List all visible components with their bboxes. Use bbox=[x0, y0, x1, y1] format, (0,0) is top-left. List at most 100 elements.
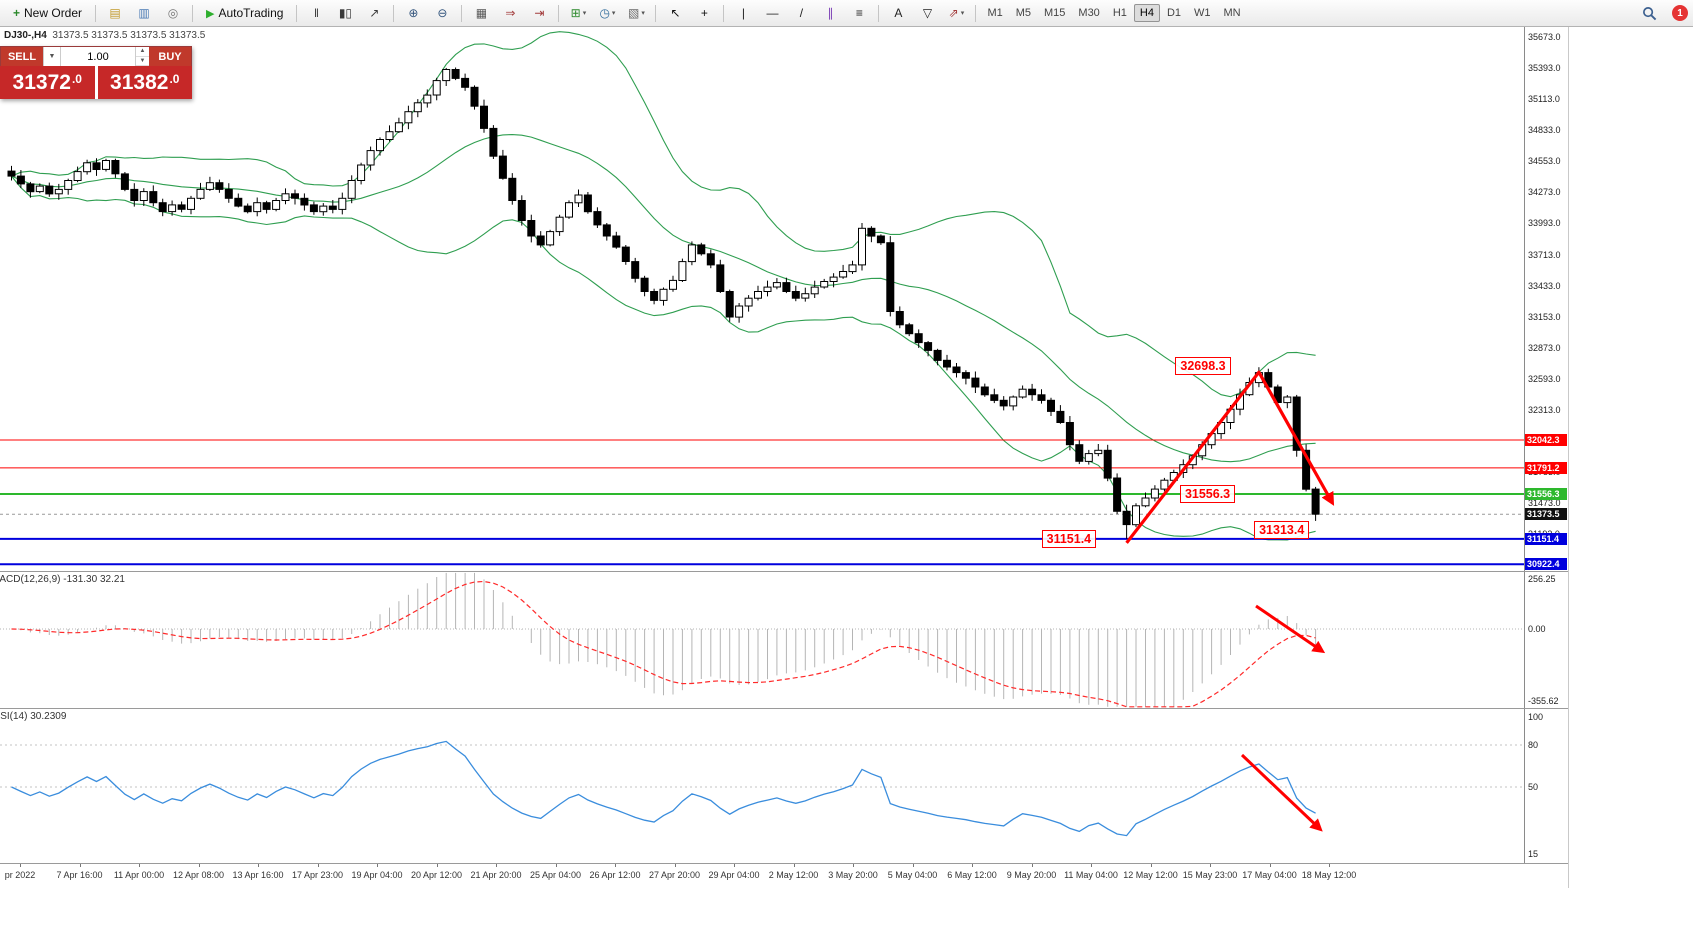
volume-input[interactable] bbox=[61, 47, 135, 66]
time-axis-label: pr 2022 bbox=[4, 870, 36, 880]
time-axis-label: 15 May 23:00 bbox=[1182, 870, 1238, 880]
time-axis-tick bbox=[793, 864, 795, 867]
macd-panel[interactable]: MACD(12,26,9) -131.30 32.21 256.25 0.00 -3… bbox=[0, 571, 1568, 708]
timeframe-button-mn[interactable]: MN bbox=[1223, 7, 1241, 19]
cursor-icon[interactable]: ↖ bbox=[670, 6, 681, 20]
tile-windows-icon[interactable]: ▦ bbox=[475, 6, 488, 20]
time-axis-label: 29 Apr 04:00 bbox=[708, 870, 760, 880]
time-axis-tick bbox=[258, 864, 259, 867]
macd-scale-label: -355.62 bbox=[1528, 696, 1559, 706]
time-axis-label: 7 Apr 16:00 bbox=[56, 870, 103, 880]
one-click-trade-panel: SELL ▼ ▲▼ BUY 31372 .0 31382 .0 bbox=[0, 46, 192, 99]
horizontal-line-icon[interactable]: — bbox=[766, 6, 779, 20]
time-axis-tick bbox=[317, 864, 319, 867]
data-window-icon[interactable]: ▥ bbox=[138, 6, 150, 20]
macd-signal-line bbox=[11, 580, 1316, 708]
price-level-badge: 31151.4 bbox=[1525, 532, 1567, 545]
search-button[interactable] bbox=[1635, 2, 1663, 24]
autotrading-button[interactable]: ▶ AutoTrading bbox=[198, 2, 291, 24]
buy-price-frac: .0 bbox=[169, 72, 180, 86]
chart-symbol: DJ30-,H4 bbox=[4, 30, 47, 41]
price-chart-panel[interactable]: DJ30-,H4 31373.5 31373.5 31373.5 31373.5… bbox=[0, 27, 1568, 571]
text-label-icon[interactable]: ▽ bbox=[922, 6, 933, 20]
time-axis-tick bbox=[1150, 864, 1152, 867]
price-annotation-label[interactable]: 32698.3 bbox=[1175, 357, 1231, 376]
time-axis-label: 20 Apr 12:00 bbox=[410, 870, 463, 880]
time-axis-tick bbox=[377, 864, 378, 867]
arrows-tool-icon[interactable]: ⇗ ▾ bbox=[948, 6, 965, 20]
price-scale-label: 33433.0 bbox=[1528, 280, 1561, 291]
time-axis-label: 13 Apr 16:00 bbox=[232, 870, 284, 880]
price-annotation-label[interactable]: 31313.4 bbox=[1254, 520, 1310, 539]
price-scale-label: 35673.0 bbox=[1528, 32, 1561, 42]
autotrading-label: AutoTrading bbox=[218, 6, 284, 20]
timeframe-button-w1[interactable]: W1 bbox=[1194, 7, 1211, 19]
line-chart-icon[interactable]: ↗ bbox=[369, 6, 380, 20]
new-order-button[interactable]: + New Order bbox=[5, 2, 90, 24]
new-order-label: New Order bbox=[24, 6, 83, 20]
time-axis-label: 17 Apr 23:00 bbox=[291, 870, 344, 880]
chart-shift-icon[interactable]: ⇥ bbox=[534, 6, 545, 20]
toolbar-separator bbox=[95, 4, 97, 22]
rsi-scale[interactable]: 100 80 50 15 bbox=[1524, 709, 1568, 863]
timeframe-button-h4[interactable]: H4 bbox=[1133, 4, 1160, 22]
zoom-in-icon[interactable]: ⊕ bbox=[408, 6, 419, 20]
channel-icon[interactable]: ∥ bbox=[827, 6, 834, 20]
timeframe-button-m30[interactable]: M30 bbox=[1078, 7, 1100, 19]
candlestick-chart-icon[interactable]: ▮▯ bbox=[338, 6, 353, 20]
price-scale[interactable]: 35673.0 35393.0 35113.0 34833.0 34553.0 34273… bbox=[1524, 27, 1568, 571]
buy-price: 31382 bbox=[110, 70, 169, 94]
timeframe-button-m1[interactable]: M1 bbox=[987, 7, 1003, 19]
zoom-out-icon[interactable]: ⊖ bbox=[437, 6, 448, 20]
main-toolbar: + New Order ▤ ▥ ◎ ▶ AutoTrading ‖ ▮▯ ↗ ⊕ ⊖ ▦ ⇒ ⇥ ⊞… bbox=[0, 0, 1693, 27]
notification-badge[interactable]: 1 bbox=[1672, 5, 1688, 21]
vertical-line-icon[interactable]: | bbox=[741, 6, 745, 20]
price-annotation-label[interactable]: 31151.4 bbox=[1041, 529, 1097, 548]
time-axis-tick bbox=[79, 864, 81, 867]
time-axis-label: 18 May 12:00 bbox=[1301, 870, 1357, 880]
time-axis-label: 12 Apr 08:00 bbox=[172, 870, 225, 880]
timeframe-button-m5[interactable]: M5 bbox=[1015, 7, 1031, 19]
chart-workspace: DJ30-,H4 31373.5 31373.5 31373.5 31373.5… bbox=[0, 27, 1569, 888]
macd-header: MACD(12,26,9) -131.30 32.21 bbox=[0, 574, 125, 585]
navigator-icon[interactable]: ◎ bbox=[167, 6, 179, 20]
trendline-icon[interactable]: / bbox=[799, 6, 804, 20]
text-icon[interactable]: A bbox=[894, 6, 903, 20]
rsi-panel[interactable]: RSI(14) 30.2309 100 80 50 15 bbox=[0, 708, 1568, 863]
sell-price: 31372 bbox=[12, 70, 71, 94]
new-chart-icon[interactable]: ⊞ ▾ bbox=[570, 6, 587, 20]
time-axis-tick bbox=[139, 864, 140, 867]
price-level-badge: 31556.3 bbox=[1525, 487, 1567, 500]
timeframe-button-h1[interactable]: H1 bbox=[1112, 7, 1127, 19]
period-icon[interactable]: ◷ ▾ bbox=[599, 6, 616, 20]
auto-scroll-icon[interactable]: ⇒ bbox=[505, 6, 516, 20]
template-icon[interactable]: ▧ ▾ bbox=[628, 6, 645, 20]
time-axis-tick bbox=[1329, 864, 1330, 867]
macd-scale[interactable]: 256.25 0.00 -355.62 bbox=[1524, 572, 1568, 708]
time-axis[interactable]: pr 2022 7 Apr 16:00 11 Apr 00:00 12 Apr 08:… bbox=[0, 863, 1568, 888]
sell-button[interactable]: SELL bbox=[1, 47, 43, 66]
volume-stepper[interactable]: ▲ ▼ bbox=[135, 47, 149, 66]
crosshair-icon[interactable]: + bbox=[700, 6, 708, 20]
buy-button[interactable]: BUY bbox=[149, 47, 191, 66]
price-annotation-label[interactable]: 31556.3 bbox=[1179, 484, 1236, 503]
bar-chart-icon[interactable]: ‖ bbox=[313, 6, 319, 20]
price-level-badge: 31373.5 bbox=[1525, 508, 1567, 521]
market-watch-icon[interactable]: ▤ bbox=[109, 6, 121, 20]
time-axis-tick bbox=[972, 864, 973, 867]
time-axis-label: 5 May 04:00 bbox=[887, 870, 938, 880]
time-axis-tick bbox=[1210, 864, 1211, 867]
time-axis-label: 21 Apr 20:00 bbox=[470, 870, 522, 880]
timeframe-button-m15[interactable]: M15 bbox=[1044, 7, 1066, 19]
time-axis-tick bbox=[734, 864, 735, 867]
volume-dropdown[interactable]: ▼ bbox=[43, 47, 61, 66]
sell-price-button[interactable]: 31372 .0 bbox=[0, 66, 95, 99]
rsi-line bbox=[11, 740, 1316, 837]
price-level-badge: 32042.3 bbox=[1525, 434, 1567, 446]
buy-price-button[interactable]: 31382 .0 bbox=[97, 66, 192, 99]
fibonacci-icon[interactable]: ≡ bbox=[855, 6, 863, 20]
price-chart-plot[interactable] bbox=[0, 27, 1525, 571]
bollinger-upper-band bbox=[11, 31, 1316, 398]
macd-plot bbox=[0, 572, 1525, 708]
timeframe-button-d1[interactable]: D1 bbox=[1166, 7, 1181, 19]
